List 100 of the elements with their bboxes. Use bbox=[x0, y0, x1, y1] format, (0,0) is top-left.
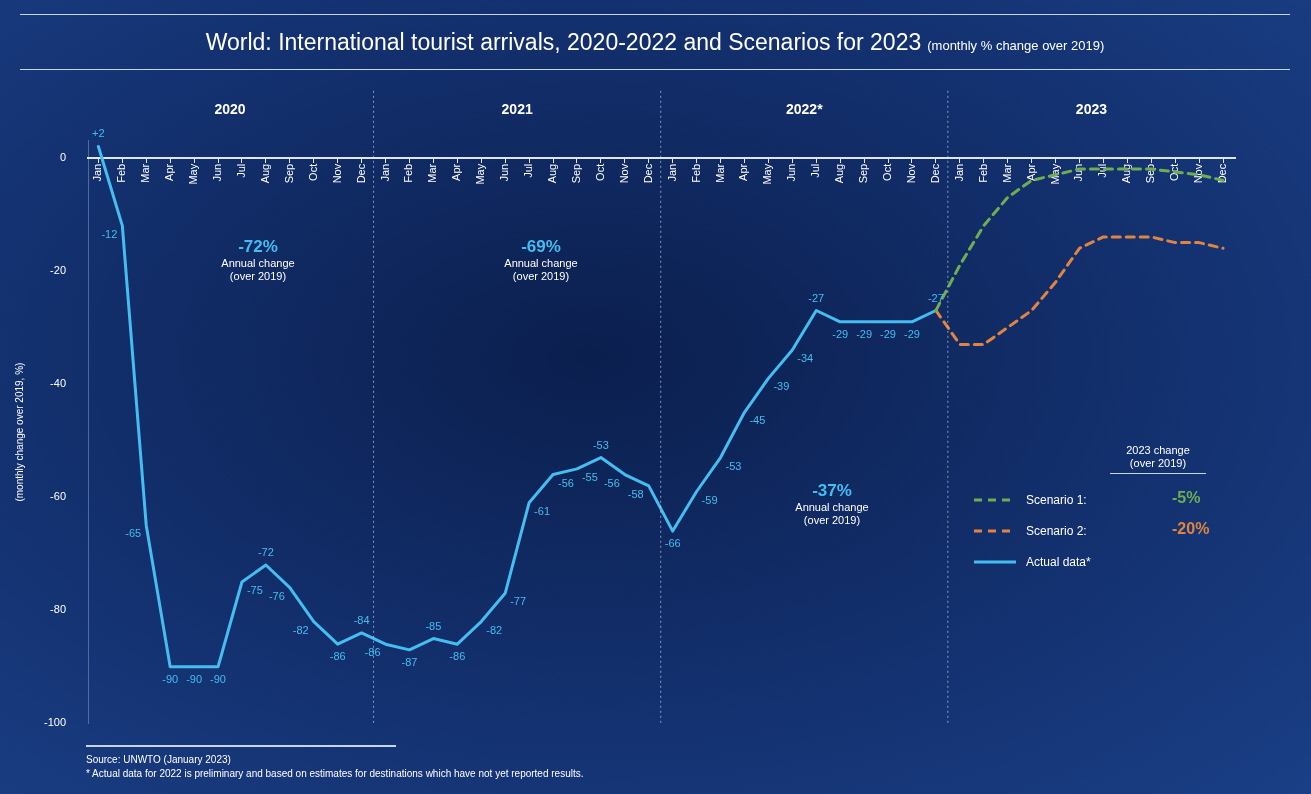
data-label: -76 bbox=[268, 589, 285, 602]
data-label: -39 bbox=[773, 380, 790, 393]
x-tick-label: Mar bbox=[713, 163, 726, 183]
y-tick-label: -100 bbox=[43, 716, 67, 729]
annotation: -72% Annual change (over 2019) bbox=[221, 236, 295, 283]
chart-title: World: International tourist arrivals, 2020-2022 and Scenarios for 2023 bbox=[205, 28, 922, 56]
data-label: -45 bbox=[749, 414, 766, 427]
x-tick-label: Aug bbox=[833, 163, 846, 184]
chart-subtitle: (monthly % change over 2019) bbox=[927, 37, 1105, 53]
x-tick-label: Mar bbox=[1000, 163, 1013, 183]
data-label: -56 bbox=[603, 476, 620, 489]
x2-tick-label: 2023 bbox=[1075, 101, 1108, 118]
text: * Actual data for 2022 is preliminary and based on estimates for destinations which have not yet reported results. bbox=[86, 767, 584, 781]
x-tick-label: Aug bbox=[546, 163, 559, 184]
x-tick-label: Apr bbox=[737, 163, 750, 181]
legend-title: 2023 change (over 2019) bbox=[1110, 444, 1206, 474]
data-label: -90 bbox=[186, 672, 203, 685]
x-tick-label: Mar bbox=[426, 163, 439, 183]
data-label: -86 bbox=[364, 646, 381, 659]
annotation: -5% bbox=[1172, 489, 1201, 507]
x-tick-label: May bbox=[187, 163, 200, 185]
y-tick-label: -60 bbox=[50, 490, 67, 503]
data-label: -77 bbox=[510, 595, 527, 608]
x-tick-label: Aug bbox=[1120, 163, 1133, 184]
y-tick-label: 0 bbox=[59, 150, 67, 163]
data-label: -53 bbox=[592, 438, 609, 451]
x-tick-label: Feb bbox=[115, 163, 128, 183]
x-tick-label: Apr bbox=[1024, 163, 1037, 181]
x-tick-label: Mar bbox=[139, 163, 152, 183]
data-label: -75 bbox=[246, 584, 263, 597]
x-tick-label: Jan bbox=[665, 163, 678, 182]
annotation: -69% Annual change (over 2019) bbox=[504, 236, 578, 283]
x-tick-label: Oct bbox=[306, 163, 319, 181]
data-label: -90 bbox=[162, 672, 179, 685]
annotation: -20% bbox=[1172, 520, 1210, 538]
x-tick-label: Jan bbox=[91, 163, 104, 182]
x-tick-label: Dec bbox=[928, 163, 941, 184]
x-tick-label: Apr bbox=[163, 163, 176, 181]
data-label: -34 bbox=[797, 352, 814, 365]
x-tick-label: Jan bbox=[952, 163, 965, 182]
x-tick-label: Jan bbox=[378, 163, 391, 182]
x-tick-label: Jun bbox=[785, 163, 798, 182]
data-label: -27 bbox=[927, 291, 944, 304]
data-label: +2 bbox=[92, 127, 105, 140]
x-tick-label: Feb bbox=[689, 163, 702, 183]
data-label: -29 bbox=[832, 327, 849, 340]
data-label: -58 bbox=[627, 487, 644, 500]
x-tick-label: Jun bbox=[211, 163, 224, 182]
data-label: -65 bbox=[125, 527, 142, 540]
x-tick-label: Dec bbox=[1216, 163, 1229, 184]
x-tick-label: Apr bbox=[450, 163, 463, 181]
data-label: -85 bbox=[425, 619, 442, 632]
data-label: -86 bbox=[329, 650, 346, 663]
x-tick-label: May bbox=[474, 163, 487, 185]
x-tick-label: Sep bbox=[282, 163, 295, 184]
y-axis-title: (monthly change over 2019, %) bbox=[13, 362, 25, 502]
data-label: -12 bbox=[101, 227, 118, 240]
data-label: -56 bbox=[558, 476, 574, 489]
y-tick-label: -20 bbox=[50, 263, 67, 276]
x-tick-label: Aug bbox=[258, 163, 271, 184]
x-tick-label: Sep bbox=[569, 163, 582, 184]
y-tick-label: -80 bbox=[50, 603, 67, 616]
x-tick-label: Dec bbox=[641, 163, 654, 184]
data-label: -90 bbox=[210, 672, 226, 685]
legend-label: Scenario 1: bbox=[1026, 493, 1087, 507]
x-tick-label: Jun bbox=[498, 163, 511, 182]
x-tick-label: Nov bbox=[904, 163, 917, 184]
data-label: -29 bbox=[904, 327, 920, 340]
x-tick-label: May bbox=[761, 163, 774, 185]
annotation: -37% Annual change (over 2019) bbox=[795, 480, 869, 527]
x-tick-label: Nov bbox=[1192, 163, 1205, 184]
data-label: -59 bbox=[701, 493, 718, 506]
data-label: -29 bbox=[880, 327, 896, 340]
data-label: -72 bbox=[257, 546, 274, 559]
x-tick-label: Feb bbox=[976, 163, 989, 183]
source-note: Source: UNWTO (January 2023) bbox=[86, 753, 232, 767]
data-label: -84 bbox=[353, 613, 370, 626]
x-tick-label: Dec bbox=[354, 163, 367, 184]
data-label: -82 bbox=[486, 623, 503, 636]
data-label: -87 bbox=[401, 655, 418, 668]
data-label: -55 bbox=[581, 470, 598, 483]
data-label: -66 bbox=[664, 537, 681, 550]
legend-label: Scenario 2: bbox=[1026, 524, 1087, 538]
x-tick-label: Nov bbox=[330, 163, 343, 184]
data-label: -82 bbox=[292, 623, 309, 636]
x-tick-label: Jul bbox=[809, 163, 822, 178]
x-tick-label: Feb bbox=[402, 163, 415, 183]
x2-tick-label: 2022* bbox=[785, 101, 824, 118]
legend-label: Actual data* bbox=[1026, 555, 1091, 569]
x-tick-label: Oct bbox=[593, 163, 606, 181]
data-label: -27 bbox=[808, 291, 825, 304]
data-label: -86 bbox=[449, 650, 466, 663]
data-label: -29 bbox=[856, 327, 873, 340]
x2-tick-label: 2021 bbox=[501, 101, 533, 118]
x2-tick-label: 2020 bbox=[214, 101, 246, 118]
x-tick-label: Jul bbox=[234, 163, 247, 178]
x-tick-label: Nov bbox=[617, 163, 630, 184]
x-tick-label: Sep bbox=[857, 163, 870, 184]
data-label: -53 bbox=[725, 459, 742, 472]
y-tick-label: -40 bbox=[50, 377, 67, 390]
